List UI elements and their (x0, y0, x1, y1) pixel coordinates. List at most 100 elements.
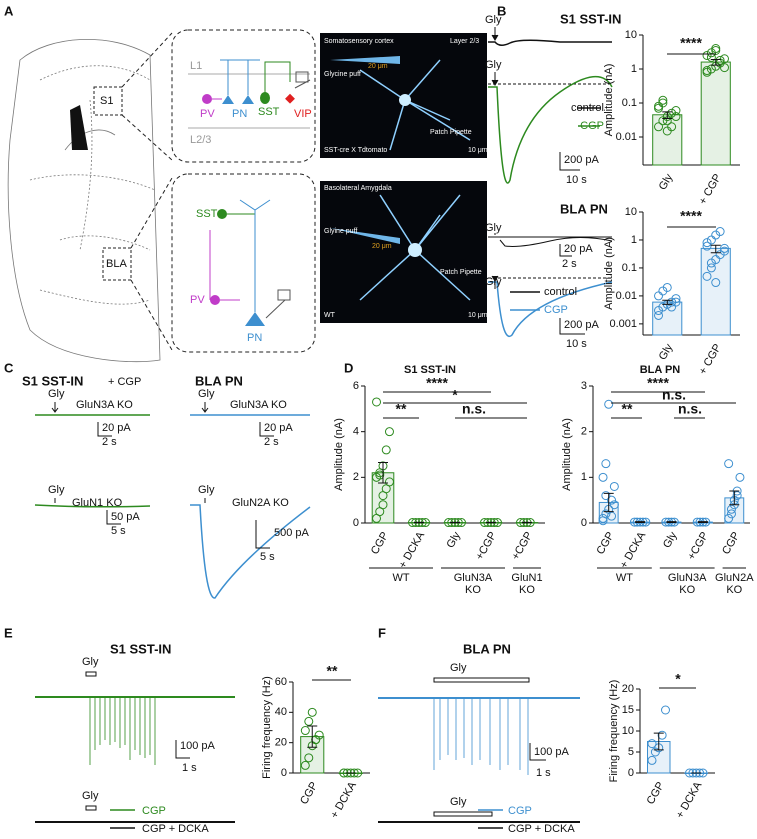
label: CGP (508, 805, 532, 817)
label: 5 s (260, 551, 275, 563)
data-point (657, 730, 667, 740)
traces-c (34, 402, 311, 599)
label: PV (200, 108, 215, 120)
data-point (726, 504, 736, 514)
data-point (384, 477, 394, 487)
data-point (654, 310, 664, 320)
data-point (601, 491, 611, 501)
data-point (604, 399, 614, 409)
data-point (658, 98, 668, 108)
label: WT (324, 312, 336, 319)
data-point (711, 46, 721, 56)
y-axis-label: Firing frequency (Hz) (261, 676, 273, 779)
label: Gly (485, 276, 502, 288)
bar (700, 247, 731, 336)
label: CGP + DCKA (508, 823, 575, 835)
data-point (702, 66, 712, 76)
label: CGP (142, 805, 166, 817)
label: 10 s (566, 338, 587, 350)
label: BLA PN (560, 201, 608, 216)
label: Basolateral Amygdala (324, 185, 392, 192)
data-point (314, 730, 324, 740)
data-point (607, 495, 617, 505)
data-point (607, 511, 617, 521)
label: Patch Pipette (430, 129, 472, 136)
bla-circuit-box (171, 173, 316, 353)
y-tick-label: 0 (581, 517, 587, 529)
zoom-lines (121, 32, 173, 351)
data-point (702, 241, 712, 251)
y-tick-label: 10 (625, 206, 637, 218)
x-tick-label: + CGP (697, 342, 724, 377)
y-tick-label: 3 (581, 380, 587, 392)
y-tick-label: 0.001 (609, 318, 637, 330)
x-tick-label: CGP (369, 530, 391, 557)
x-tick-label: Gly (657, 342, 676, 363)
data-point (658, 302, 668, 312)
data-point (671, 294, 681, 304)
error-bar (662, 299, 673, 305)
chart-title: BLA PN (640, 364, 681, 376)
panel-label: C (4, 360, 14, 375)
label: Gly (450, 662, 467, 674)
bla-circuit (209, 199, 291, 326)
x-tick-label: CGP (645, 780, 667, 807)
x-tick-label: CGP (595, 530, 617, 557)
data-point (372, 397, 382, 407)
label: Glyine puff (324, 228, 357, 235)
label: GluN3A KO (76, 399, 133, 411)
significance-label: **** (647, 375, 669, 391)
soma (408, 243, 422, 257)
label: L2/3 (190, 134, 211, 146)
panel-label: E (4, 625, 13, 640)
group-label: GluN2A (715, 572, 754, 584)
traces-b (488, 39, 613, 338)
label: Somatosensory cortex (324, 38, 394, 45)
x-tick-label: CGP (298, 780, 320, 807)
data-point (724, 459, 734, 469)
y-tick-label: 1 (631, 234, 637, 246)
y-tick-label: 4 (353, 426, 359, 438)
label: S1 SST-IN (22, 373, 83, 388)
y-axis-label: Amplitude (nA) (603, 237, 615, 310)
error-bar (603, 492, 614, 513)
significance-label: n.s. (662, 387, 686, 403)
label: PN (247, 332, 262, 344)
data-point (706, 263, 716, 273)
x-tick-label: + DCKA (618, 529, 649, 570)
label: Gly (82, 790, 99, 802)
significance-label: n.s. (462, 401, 486, 417)
data-point (658, 95, 668, 105)
y-tick-label: 0.1 (622, 262, 637, 274)
puff-pipette (330, 228, 400, 244)
label: S1 SST-IN (560, 11, 621, 26)
data-point (724, 513, 734, 523)
x-tick-label: +CGP (685, 530, 711, 562)
data-point (719, 246, 729, 256)
data-point (598, 472, 608, 482)
label: 10 μm (468, 312, 488, 319)
ventricle (70, 105, 88, 150)
y-tick-label: 60 (275, 676, 287, 688)
y-tick-label: 1 (631, 63, 637, 75)
data-point (702, 50, 712, 60)
data-point (300, 726, 310, 736)
label: GluN2A KO (232, 497, 289, 509)
label: 10 μm (468, 147, 488, 154)
data-point (601, 459, 611, 469)
label: 1 s (182, 762, 197, 774)
data-point (304, 716, 314, 726)
significance-label: **** (426, 375, 448, 391)
data-point (719, 63, 729, 73)
bla-image (320, 181, 487, 323)
label: 100 pA (534, 746, 570, 758)
y-tick-label: 40 (275, 706, 287, 718)
group-label: KO (726, 584, 742, 596)
label: CGP (544, 304, 568, 316)
label: 20 pA (564, 243, 593, 255)
label: 20 μm (372, 243, 392, 250)
data-point (384, 427, 394, 437)
error-bar (307, 725, 318, 748)
label: PV (190, 294, 205, 306)
data-point (671, 297, 681, 307)
